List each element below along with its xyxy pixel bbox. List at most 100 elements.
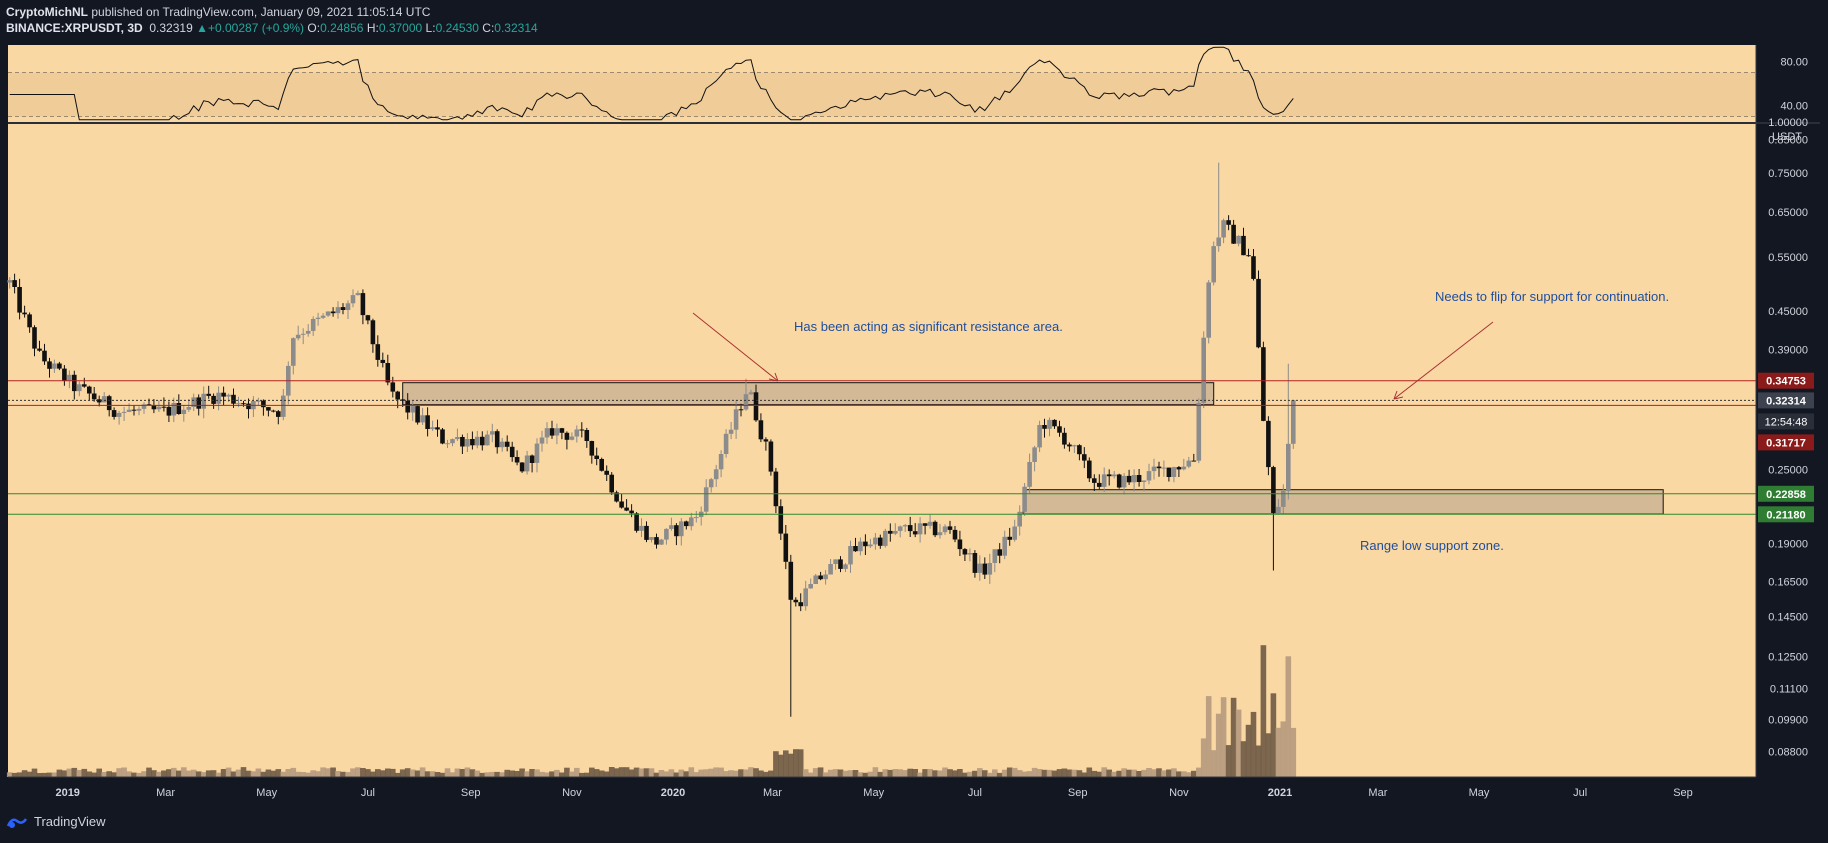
time-axis-tick: Jul [361,787,375,799]
candle-body [405,400,410,413]
volume-bar [375,769,381,777]
volume-bar [181,767,187,777]
candle-body [87,386,92,394]
candle-body [927,521,933,526]
candle-body [206,393,211,396]
open-label: O: [307,21,321,35]
symbol-label: BINANCE:XRPUSDT, 3D [6,21,143,35]
volume-bar [549,771,555,777]
candle-body [52,363,57,369]
volume-bar [967,771,973,777]
volume-bar [275,769,282,777]
candle-body [101,396,107,403]
volume-bar [748,767,754,777]
volume-bar [1031,767,1038,777]
author-name[interactable]: CryptoMichNL [6,5,88,19]
candle-body [823,574,828,580]
candle-body [1276,506,1281,513]
volume-bar [882,769,889,777]
candle-body [350,295,356,304]
arrow-resistance-line[interactable] [692,312,779,382]
annotation-resistance[interactable]: Has been acting as significant resistanc… [794,319,1063,334]
volume-bar [857,772,864,777]
candle-body [345,303,351,310]
volume-bar [166,769,172,777]
volume-bar [1116,770,1122,777]
time-axis-tick: Sep [461,787,481,799]
price-axis-tick: 0.55000 [1768,252,1808,264]
annotation-range-low[interactable]: Range low support zone. [1360,538,1504,553]
price-zone-rect[interactable] [402,382,1215,406]
candle-body [564,432,570,440]
candle-body [818,575,823,580]
candle-body [246,403,251,410]
price-label-resistance-top-bg [1758,372,1814,389]
candle-body [1256,278,1261,348]
volume-bar [887,769,894,777]
volume-bar [822,772,829,777]
price-label-support-bottom: 0.21180 [1766,509,1805,521]
candle-body [1231,224,1236,244]
candle-body [435,427,440,430]
candle-body [649,537,654,540]
volume-bar [360,768,366,777]
volume-bar [424,771,431,777]
volume-bar [1255,745,1262,777]
volume-bar [230,771,237,777]
volume-bar [1111,771,1117,777]
volume-bar [837,769,844,777]
candle-body [544,428,550,438]
candle-body [788,561,794,600]
volume-bar [718,767,724,777]
candle-body [1151,466,1157,472]
candle-body [1072,445,1077,447]
volume-bar [618,767,625,777]
price-axis-tick: 0.08800 [1768,746,1808,758]
volume-bar [449,772,456,777]
candle-body [738,409,744,411]
arrow-head-icon [768,372,779,382]
annotation-flip[interactable]: Needs to flip for support for continuati… [1435,289,1669,304]
candle-body [1196,402,1202,461]
candle-body [992,549,998,563]
candle-body [370,320,376,345]
candle-body [32,327,37,349]
arrow-flip-line[interactable] [1393,321,1494,400]
volume-bar [917,772,923,777]
candle-body [1106,474,1112,477]
candle-body [1146,471,1152,481]
candle-body [465,439,470,447]
volume-bar [832,769,839,777]
volume-bar [912,769,918,777]
candle-body [131,409,137,411]
volume-bar [589,767,595,777]
candle-body [972,553,978,573]
volume-bar [554,769,560,777]
candle-body [529,455,535,463]
candle-body [82,384,87,387]
volume-bar [987,772,993,777]
candle-body [450,439,455,444]
volume-bar [1106,769,1112,777]
publish-info: CryptoMichNL published on TradingView.co… [6,5,430,19]
volume-bar [1290,727,1297,777]
price-axis-tick: 0.09900 [1768,715,1808,727]
candle-body [917,523,923,535]
time-axis-tick: Mar [156,787,175,799]
candle-body [325,311,331,316]
candle-body [42,350,47,362]
publish-date: published on TradingView.com, January 09… [91,5,431,19]
candle-body [907,525,913,532]
candle-body [191,397,196,407]
candle-body [1032,447,1037,462]
volume-bar [668,769,675,777]
brand-name: TradingView [34,814,106,829]
volume-bar [902,770,908,777]
candle-body [937,532,943,536]
candle-body [853,546,858,552]
candle-body [718,454,724,470]
volume-bar [524,771,530,777]
candle-body [360,293,366,316]
volume-bar [46,772,53,777]
